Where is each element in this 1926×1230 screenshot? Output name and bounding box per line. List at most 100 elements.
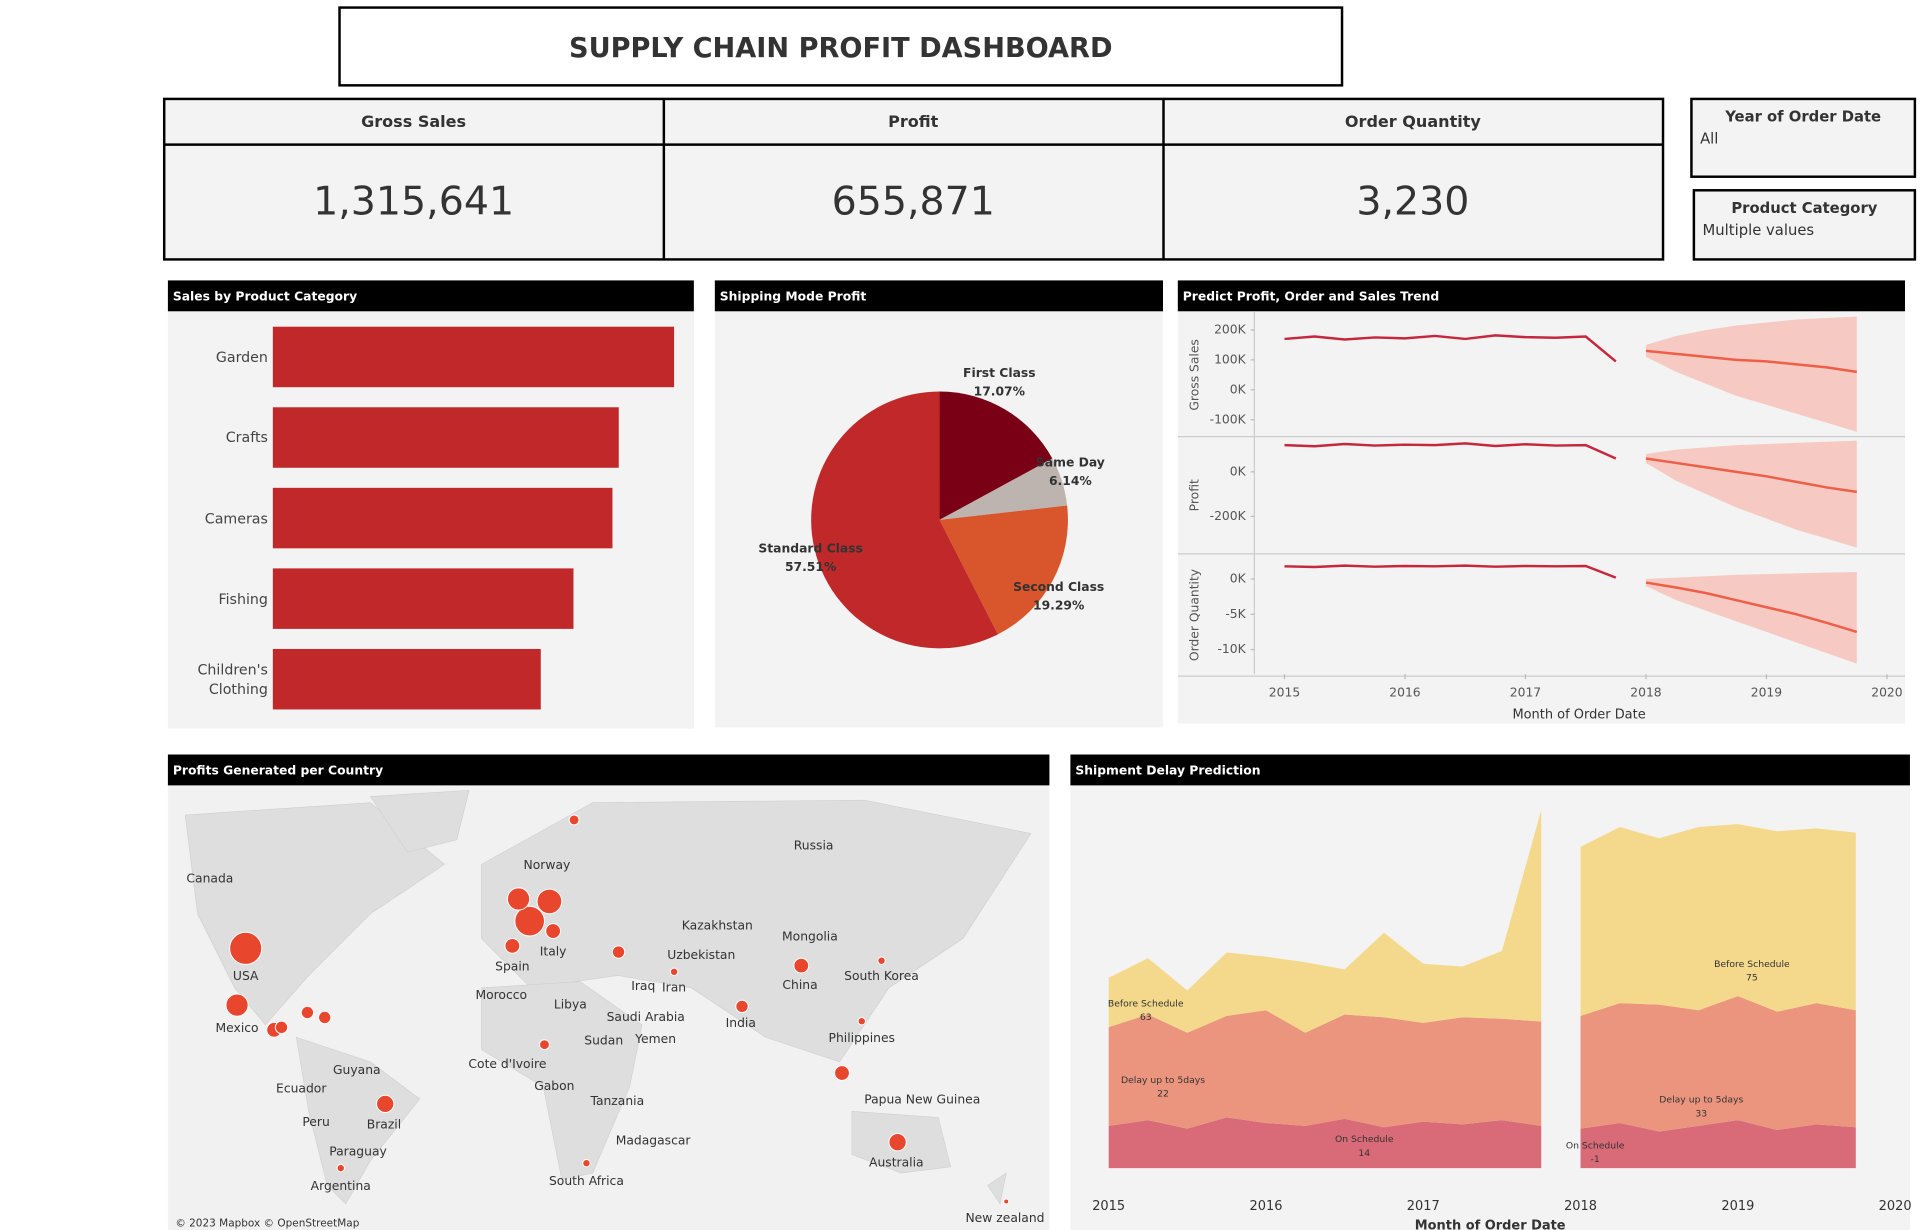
panel-title: Shipment Delay Prediction [1075,764,1260,778]
country-label: Papua New Guinea [864,1093,980,1107]
x-tick-label: 2019 [1721,1199,1754,1214]
annotation-value: 75 [1746,972,1758,983]
land [481,981,643,1180]
y-tick-label: 0K [1230,572,1247,586]
country-label: New zealand [965,1211,1044,1225]
title-box [338,6,1344,87]
y-tick-label: 200K [1214,322,1247,336]
country-label: Russia [794,838,834,852]
filter-box [1692,189,1917,261]
panel-title: Sales by Product Category [173,290,357,304]
actual-line [1284,334,1617,363]
country-label: Cote d'Ivoire [468,1057,546,1071]
panel-header [167,754,1050,786]
map-marker [506,887,531,911]
area-layer [1108,1117,1542,1169]
slice-label: Second Class [1013,580,1104,594]
land [295,1036,421,1205]
panel-header [1177,280,1906,312]
kpi-label: Order Quantity [1345,112,1481,131]
country-label: USA [233,969,259,983]
filter-label: Year of Order Date [1724,108,1881,125]
y-axis-label: Order Quantity [1188,569,1202,661]
x-tick-label: 2018 [1630,685,1661,699]
map-marker [1003,1198,1010,1205]
x-tick-label: 2018 [1564,1199,1597,1214]
kpi-value: 1,315,641 [313,178,514,224]
category-label: Garden [215,348,268,366]
area-layer [1108,810,1542,1033]
category-label-box: Children's Clothing [198,661,268,698]
forecast-band [1645,571,1857,664]
x-tick-label: 2016 [1389,685,1421,699]
area-layer [1580,1120,1856,1169]
x-axis-label: Month of Order Date [1415,1219,1566,1230]
category-label: Cameras [204,509,268,527]
kpi-box [162,97,1665,261]
country-label: Mongolia [782,930,838,944]
map-marker [582,1158,591,1168]
map-marker [793,957,810,974]
x-tick-label: 2017 [1407,1199,1440,1214]
country-label: Yemen [634,1032,676,1046]
pie-slice [939,505,1068,635]
panel-header [167,280,694,312]
map-marker [735,999,749,1014]
map-marker [300,1005,315,1020]
kpi-value: 3,230 [1356,178,1469,224]
dashboard-title: SUPPLY CHAIN PROFIT DASHBOARD [569,33,1112,64]
country-label: South Korea [844,969,919,983]
country-label: Brazil [367,1117,401,1131]
panel-header [1070,754,1910,786]
x-tick-label: 2017 [1510,685,1541,699]
annotation-label: Delay up to 5days [1659,1095,1743,1106]
forecast-line [1645,349,1857,374]
country-label: Canada [186,872,233,886]
land [987,1172,1007,1205]
country-label: Iraq [631,979,655,993]
slice-label: First Class [963,366,1036,380]
y-tick-label: -10K [1217,642,1246,656]
forecast-line [1645,457,1857,494]
panel-title: Profits Generated per Country [173,764,383,778]
x-tick-label: 2020 [1879,1199,1912,1214]
country-label: Spain [495,959,529,973]
map-marker [225,993,249,1017]
x-tick-label: 2019 [1751,685,1782,699]
x-tick-label: 2016 [1249,1199,1282,1214]
bar [272,407,619,468]
slice-value-label: 6.14% [1049,474,1092,488]
country-label: Australia [869,1156,924,1170]
y-tick-label: 0K [1230,464,1247,478]
map-marker [274,1020,289,1035]
filter-box [1690,97,1917,178]
annotation-label: Delay up to 5days [1121,1075,1205,1086]
annotation-label: On Schedule [1335,1134,1394,1145]
annotation-value: 33 [1695,1108,1707,1119]
pie-slice [811,391,998,649]
category-label-box: Crafts [226,429,268,446]
country-label: Paraguay [329,1145,387,1159]
land [369,789,470,853]
y-tick-label: -100K [1210,412,1247,426]
country-label: South Africa [549,1174,624,1188]
map-marker [568,814,580,826]
country-label: Guyana [333,1063,381,1077]
x-axis-label: Month of Order Date [1512,708,1645,723]
map-credit: © 2023 Mapbox © OpenStreetMap [175,1218,359,1230]
category-label-box: Garden [215,348,268,366]
map-marker [611,945,626,959]
slice-value-label: 17.07% [974,384,1025,398]
bar [272,568,574,629]
country-label: Madagascar [616,1133,692,1147]
country-label: Iran [662,980,686,994]
area-layer [1580,996,1856,1132]
panel-header [714,280,1164,312]
y-tick-label: 100K [1214,352,1247,366]
category-label-box: Cameras [204,509,268,527]
y-tick-label: 0K [1230,382,1247,396]
country-label: Libya [554,998,587,1012]
slice-label: Same Day [1036,456,1105,470]
x-tick-label: 2020 [1871,685,1903,699]
